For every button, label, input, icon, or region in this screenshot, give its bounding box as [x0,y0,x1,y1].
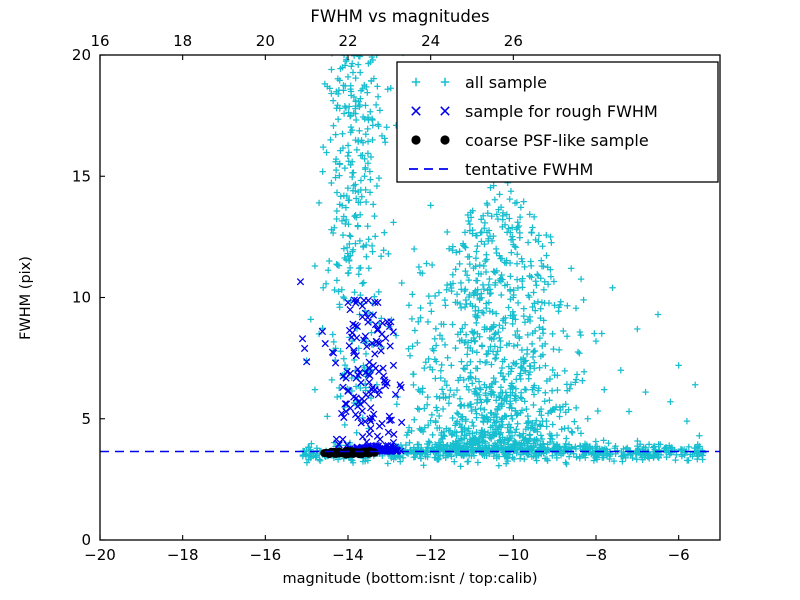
legend-box [396,61,719,183]
x-tick-label-bottom: −10 [498,546,530,564]
y-tick-label: 0 [81,531,91,549]
y-axis-label: FWHM (pix) [18,256,34,340]
x-tick-label-top: 22 [338,32,357,50]
x-tick-label-bottom: −8 [585,546,607,564]
legend-label: coarse PSF-like sample [465,131,649,150]
x-tick-label-bottom: −6 [668,546,690,564]
legend-label: all sample [465,73,547,92]
y-tick-label: 5 [81,410,91,428]
y-tick-label: 10 [72,289,91,307]
x-tick-label-bottom: −14 [332,546,364,564]
legend-entry[interactable]: coarse PSF-like sample [411,131,649,150]
x-tick-label-top: 16 [90,32,109,50]
legend-entry[interactable]: all sample [411,73,547,92]
axes-layer: −20 −18 −16 −14 −12 −10 −8 −6 16 18 20 22 24 26 0 5 10 15… [72,32,721,564]
legend-entry[interactable]: tentative FWHM [409,160,593,179]
plot-area [100,55,720,470]
legend-label: sample for rough FWHM [465,102,658,121]
x-tick-label-bottom: −16 [250,546,282,564]
series-coarse-psf-like-sample [320,446,379,459]
series-all-sample [299,55,707,470]
legend-entry[interactable]: sample for rough FWHM [411,102,658,121]
x-tick-label-top: 26 [504,32,523,50]
x-tick-label-bottom: −18 [167,546,199,564]
x-axis-label: magnitude (bottom:isnt / top:calib) [282,571,537,587]
y-tick-label: 15 [72,167,91,185]
x-tick-label-top: 18 [173,32,192,50]
y-tick-label: 20 [72,46,91,64]
legend-label: tentative FWHM [465,160,593,179]
x-tick-label-top: 24 [421,32,440,50]
x-tick-label-bottom: −20 [84,546,116,564]
page-title: FWHM vs magnitudes [310,7,489,26]
legend-layer[interactable]: all sample sample for rough FWHM coarse PS… [396,61,719,183]
x-tick-label-bottom: −12 [415,546,447,564]
x-tick-label-top: 20 [256,32,275,50]
